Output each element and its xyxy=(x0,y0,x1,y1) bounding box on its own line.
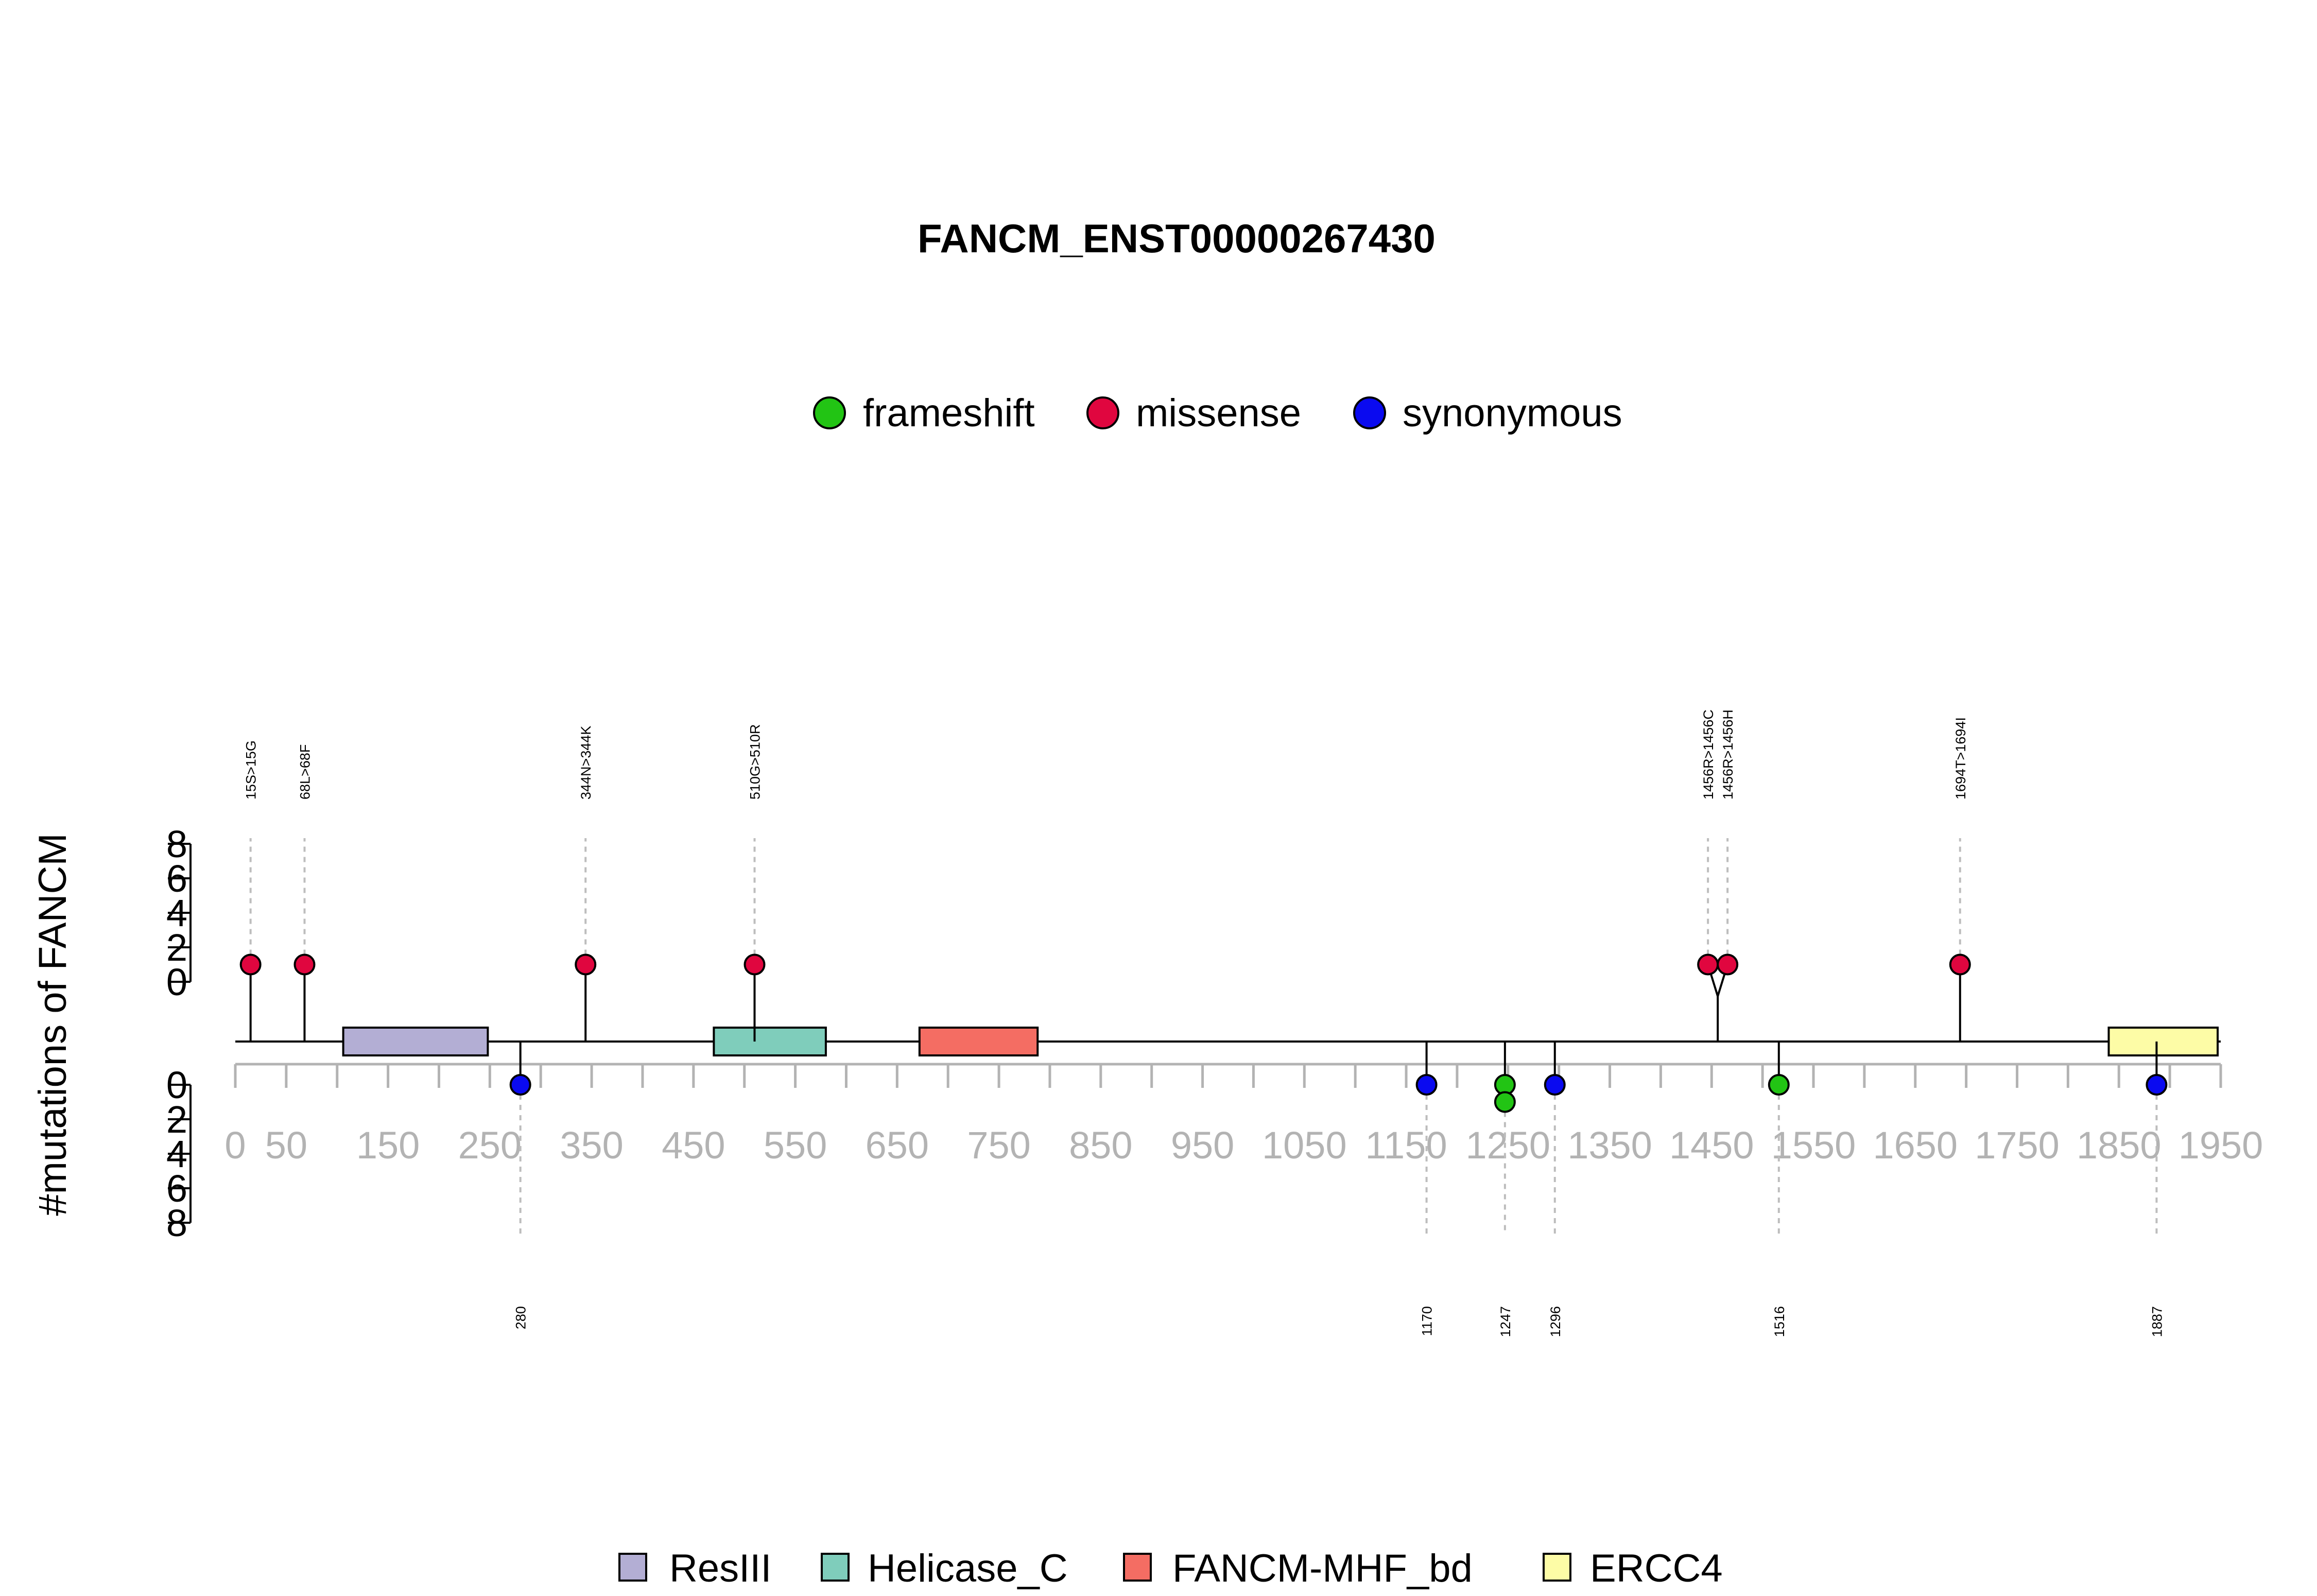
domain-box xyxy=(2107,1027,2219,1056)
y-axis-label: #mutations of FANCM xyxy=(31,833,75,1216)
y-tick-label-upper: 6 xyxy=(166,857,187,900)
protein-domains xyxy=(235,1027,2221,1056)
y-tick-label-upper: 0 xyxy=(166,961,187,1003)
chart-title: FANCM_ENST00000267430 xyxy=(918,216,1436,261)
legend-label-frameshift: frameshift xyxy=(863,391,1035,435)
domain-box xyxy=(713,1027,827,1056)
lollipop-head xyxy=(1544,1074,1566,1096)
lollipop-head xyxy=(743,953,766,976)
lollipop-head xyxy=(239,953,262,976)
legend-domain-box xyxy=(618,1553,647,1582)
legend-domain-box xyxy=(1543,1553,1571,1582)
lollipop-head xyxy=(2146,1074,2168,1096)
legend-domain-label: ERCC4 xyxy=(1590,1547,1723,1590)
mutation-label: 1694T>1694I xyxy=(1953,717,1968,800)
lollipop-head xyxy=(1494,1091,1516,1113)
x-tick-label: 1150 xyxy=(1365,1124,1447,1167)
mutation-label: 15S>15G xyxy=(244,740,259,800)
y-tick-label-lower: 0 xyxy=(166,1064,187,1106)
legend-domain-label: Helicase_C xyxy=(868,1547,1068,1590)
legend-domain-label: ResIII xyxy=(669,1547,772,1590)
mutation-label: 510G>510R xyxy=(747,724,763,800)
mutation-legend: frameshift missense synonymous xyxy=(813,391,1622,435)
lollipop-head xyxy=(575,953,597,976)
x-tick-label: 1750 xyxy=(1975,1124,2060,1167)
y-tick-label-lower: 6 xyxy=(166,1167,187,1210)
x-tick-label: 1550 xyxy=(1771,1124,1856,1167)
mutation-lollipops: 15S>15G 68L>68F 344N>344K 510G>510R 1456R>14… xyxy=(239,709,2168,1337)
x-tick-label: 50 xyxy=(265,1124,307,1167)
x-tick-label: 350 xyxy=(560,1124,623,1167)
x-tick-label: 1350 xyxy=(1567,1124,1652,1167)
x-tick-label: 1950 xyxy=(2178,1124,2263,1167)
mutation-label: 280 xyxy=(513,1306,529,1329)
mutation-label: 1456R>1456H xyxy=(1720,709,1736,800)
domain-legend: ResIII Helicase_C FANCM-MHF_bd ERCC4 xyxy=(618,1547,1723,1590)
domain-box xyxy=(342,1027,489,1056)
y-tick-label-lower: 2 xyxy=(166,1098,187,1141)
x-tick-label: 1050 xyxy=(1262,1124,1347,1167)
y-tick-label-upper: 8 xyxy=(166,823,187,865)
x-tick-label: 550 xyxy=(764,1124,827,1167)
lollipop-head xyxy=(1697,953,1719,976)
mutation-label: 1887 xyxy=(2149,1306,2165,1337)
y-tick-label-upper: 4 xyxy=(166,892,187,934)
legend-label-synonymous: synonymous xyxy=(1403,391,1622,435)
x-tick-label: 1650 xyxy=(1873,1124,1958,1167)
legend-domain-box xyxy=(821,1553,850,1582)
mutation-label: 344N>344K xyxy=(578,726,594,800)
legend-label-missense: missense xyxy=(1136,391,1301,435)
y-tick-label-upper: 2 xyxy=(166,926,187,969)
mutation-label: 1247 xyxy=(1498,1306,1513,1337)
x-tick-label: 750 xyxy=(967,1124,1030,1167)
lollipop-head xyxy=(293,953,316,976)
mutation-label: 68L>68F xyxy=(297,744,313,800)
x-tick-label: 250 xyxy=(458,1124,522,1167)
lollipop-head xyxy=(509,1074,531,1096)
mutation-label: 1296 xyxy=(1548,1306,1563,1337)
x-tick-label: 850 xyxy=(1069,1124,1132,1167)
x-tick-label: 1250 xyxy=(1465,1124,1550,1167)
x-tick-label: 650 xyxy=(866,1124,929,1167)
legend-marker-missense xyxy=(1086,396,1119,429)
mutation-label: 1516 xyxy=(1772,1306,1787,1337)
lollipop-head xyxy=(1768,1074,1790,1096)
y-tick-label-lower: 4 xyxy=(166,1133,187,1175)
x-tick-label: 1850 xyxy=(2077,1124,2162,1167)
x-tick-label: 150 xyxy=(356,1124,420,1167)
x-tick-label: 450 xyxy=(662,1124,725,1167)
lollipop-head xyxy=(1717,953,1739,976)
domain-box xyxy=(918,1027,1039,1056)
mutation-label: 1456R>1456C xyxy=(1701,709,1716,800)
legend-marker-synonymous xyxy=(1353,396,1386,429)
mutation-label: 1170 xyxy=(1420,1306,1435,1336)
x-tick-label: 1450 xyxy=(1669,1124,1754,1167)
legend-domain-label: FANCM-MHF_bd xyxy=(1172,1547,1473,1590)
x-tick-label: 0 xyxy=(224,1124,246,1167)
lollipop-head xyxy=(1415,1074,1438,1096)
legend-domain-box xyxy=(1123,1553,1152,1582)
lollipop-head xyxy=(1949,953,1971,976)
x-tick-label: 950 xyxy=(1171,1124,1234,1167)
legend-marker-frameshift xyxy=(813,396,846,429)
y-tick-label-lower: 8 xyxy=(166,1202,187,1244)
